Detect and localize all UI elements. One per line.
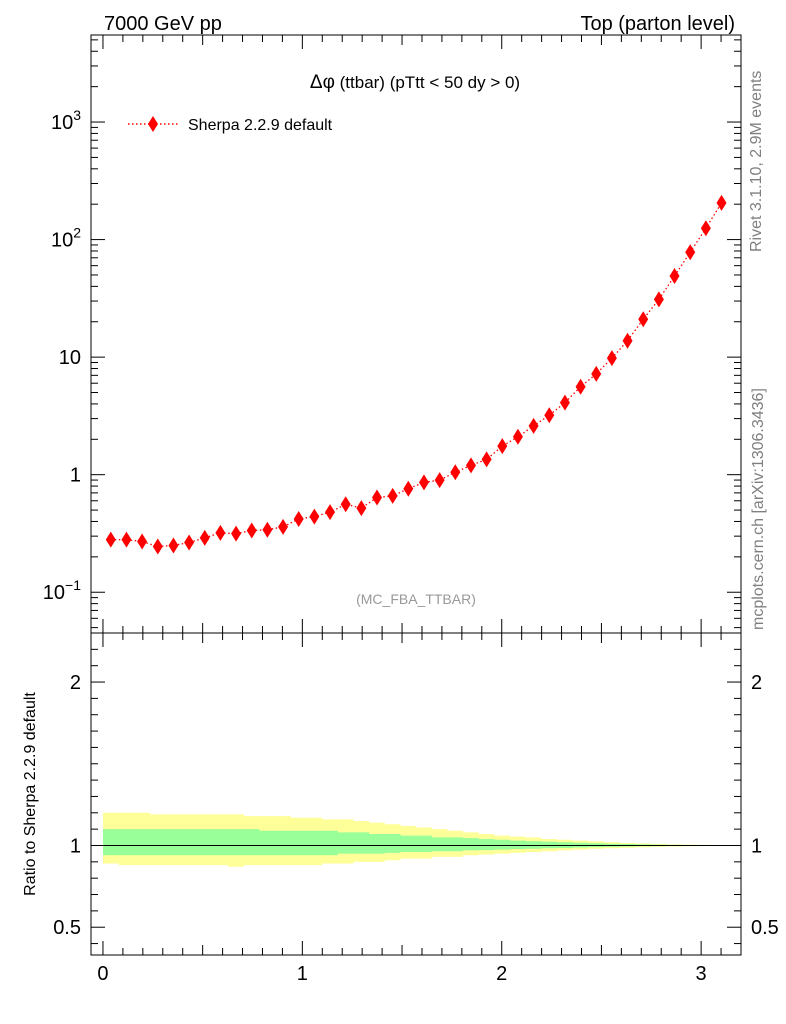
x-tick-label: 3 (696, 963, 707, 985)
data-point (716, 194, 727, 211)
data-point (278, 518, 289, 535)
ratio-y-tick-label-right: 1 (751, 835, 762, 857)
main-series-layer (105, 194, 727, 555)
ratio-y-tick-label-left: 0.5 (53, 917, 81, 939)
data-point (465, 457, 476, 474)
data-point (575, 378, 586, 395)
data-point (137, 533, 148, 550)
data-point (653, 291, 664, 308)
ratio-frame (90, 632, 742, 956)
data-point (199, 529, 210, 546)
series-line (110, 202, 723, 548)
main-y-tick-label: 102 (51, 225, 81, 252)
plot-title: Δφ (ttbar) (pTtt < 50 dy > 0) (310, 72, 520, 93)
main-y-tick-label: 1 (70, 465, 81, 487)
data-point (418, 474, 429, 491)
data-point (528, 417, 539, 434)
data-point (606, 350, 617, 367)
ratio-y-tick-label-left: 2 (70, 672, 81, 694)
data-point (434, 472, 445, 489)
data-point (246, 522, 257, 539)
plot-title-rest: (ttbar) (pTtt < 50 dy > 0) (335, 73, 520, 92)
ratio-y-axis-label: Ratio to Sherpa 2.2.9 default (22, 692, 39, 896)
ratio-band-inner (102, 829, 730, 856)
ratio-y-tick-label-left: 1 (70, 835, 81, 857)
data-point (403, 480, 414, 497)
data-point (497, 438, 508, 455)
data-point (387, 487, 398, 504)
ratio-y-tick-labels: 0.5 0.5 1 1 2 2 (53, 672, 779, 939)
data-point (512, 428, 523, 445)
ratio-bands (102, 812, 730, 867)
data-point (121, 531, 132, 548)
ratio-axis-ticks (91, 633, 742, 955)
data-point (309, 508, 320, 525)
legend: Sherpa 2.2.9 default (128, 116, 333, 134)
process-label: Top (parton level) (580, 13, 735, 35)
main-y-tick-labels: 10−1 1 10 102 103 (43, 107, 81, 604)
main-y-tick-label: 10 (59, 347, 81, 369)
analysis-watermark: (MC_FBA_TTBAR) (356, 591, 476, 607)
data-point (591, 365, 602, 382)
x-tick-label: 1 (297, 963, 308, 985)
data-point (293, 510, 304, 527)
plot-title-delta: Δφ (310, 72, 335, 93)
main-y-tick-label: 10−1 (43, 577, 81, 604)
data-point (215, 524, 226, 541)
x-tick-label: 0 (97, 963, 108, 985)
data-point (685, 244, 696, 261)
data-point (481, 451, 492, 468)
x-tick-labels: 0 1 2 3 (97, 963, 706, 985)
legend-marker (148, 116, 158, 132)
data-point (231, 525, 242, 542)
data-point (184, 534, 195, 551)
data-point (544, 407, 555, 424)
data-point (105, 531, 116, 548)
data-point (340, 496, 351, 513)
data-point (152, 538, 163, 555)
data-point (450, 464, 461, 481)
ratio-y-tick-label-right: 0.5 (751, 917, 779, 939)
rivet-label: Rivet 3.1.10, 2.9M events (748, 71, 765, 252)
data-point (325, 504, 336, 521)
data-point (559, 394, 570, 411)
data-point (356, 500, 367, 517)
main-y-tick-label: 103 (51, 107, 81, 134)
data-point (168, 537, 179, 554)
data-point (669, 267, 680, 284)
data-point (262, 521, 273, 538)
data-point (622, 332, 633, 349)
legend-entry-sherpa: Sherpa 2.2.9 default (188, 117, 333, 134)
x-tick-label: 2 (496, 963, 507, 985)
data-point (700, 220, 711, 237)
mcplots-label: mcplots.cern.ch [arXiv:1306.3436] (750, 388, 767, 630)
main-panel: 10−1 1 10 102 103 Δφ (ttbar) (pTtt < 50 dy >… (43, 34, 742, 634)
ratio-panel: 0.5 0.5 1 1 2 2 0 1 2 3 Ratio to Sherpa 2.2.9 de… (22, 632, 779, 985)
energy-label: 7000 GeV pp (104, 13, 222, 35)
data-point (638, 311, 649, 328)
main-axis-ticks (91, 35, 742, 633)
data-point (372, 489, 382, 506)
ratio-y-tick-label-right: 2 (751, 672, 762, 694)
